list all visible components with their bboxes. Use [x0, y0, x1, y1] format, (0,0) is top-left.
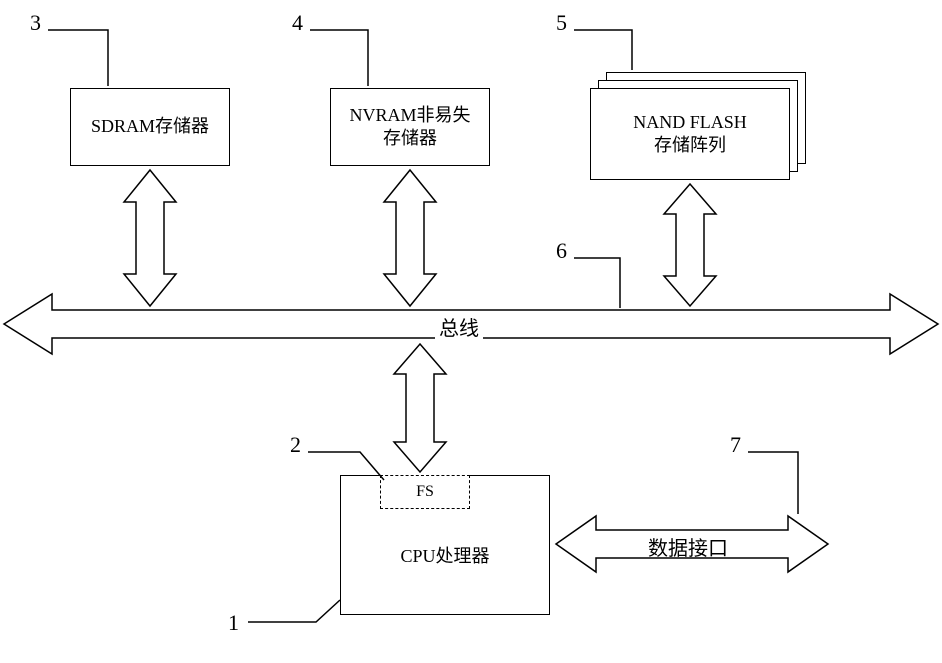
leader-7 — [0, 0, 942, 663]
diagram-canvas: SDRAM存储器 NVRAM非易失 存储器 NAND FLASH 存储阵列 总线… — [0, 0, 942, 663]
